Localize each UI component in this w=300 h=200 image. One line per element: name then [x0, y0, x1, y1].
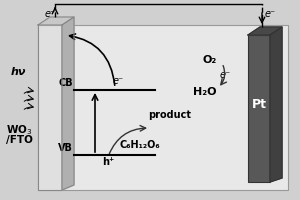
FancyBboxPatch shape — [248, 35, 270, 182]
Text: e⁻: e⁻ — [44, 9, 56, 19]
Text: O₂: O₂ — [203, 55, 217, 65]
Polygon shape — [38, 17, 74, 25]
Text: hν: hν — [10, 67, 26, 77]
Text: e⁻: e⁻ — [112, 76, 124, 86]
FancyBboxPatch shape — [38, 25, 288, 190]
Text: /FTO: /FTO — [6, 135, 32, 145]
Polygon shape — [62, 17, 74, 190]
Text: product: product — [148, 110, 191, 120]
Text: h⁺: h⁺ — [102, 157, 114, 167]
Text: VB: VB — [58, 143, 73, 153]
Polygon shape — [248, 27, 282, 35]
Text: H₂O: H₂O — [193, 87, 217, 97]
FancyBboxPatch shape — [38, 25, 62, 190]
Polygon shape — [270, 27, 282, 182]
Text: C₆H₁₂O₆: C₆H₁₂O₆ — [120, 140, 160, 150]
Text: Pt: Pt — [251, 98, 266, 112]
Text: e⁻: e⁻ — [265, 9, 276, 19]
Text: WO$_3$: WO$_3$ — [6, 123, 32, 137]
Text: CB: CB — [58, 78, 73, 88]
Text: e⁻: e⁻ — [219, 70, 231, 80]
